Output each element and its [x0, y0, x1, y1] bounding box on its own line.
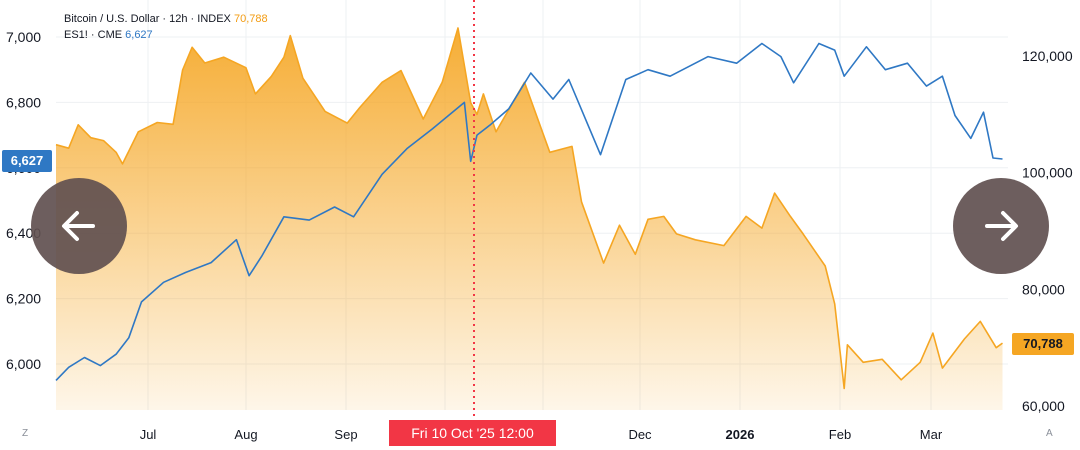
legend-btc-label: Bitcoin / U.S. Dollar · 12h · INDEX [64, 13, 231, 25]
x-tick-label: Jul [140, 427, 157, 442]
x-tick-label: Aug [234, 427, 257, 442]
es-price-line [55, 42, 1003, 381]
previous-button[interactable] [31, 178, 127, 274]
crosshair-date-label: Fri 10 Oct '25 12:00 [389, 420, 556, 446]
es-price-badge: 6,627 [2, 150, 52, 172]
left-tick-label: 7,000 [6, 29, 41, 45]
btc-price-badge: 70,788 [1012, 333, 1074, 355]
left-tick-label: 6,200 [6, 291, 41, 307]
x-tick-label: Feb [829, 427, 851, 442]
x-tick-label: Dec [628, 427, 652, 442]
auto-scale-button[interactable]: A [1046, 428, 1053, 439]
left-tick-label: 6,000 [6, 356, 41, 372]
legend-btc-value: 70,788 [233, 13, 268, 25]
x-tick-label: Mar [920, 427, 943, 442]
right-tick-label: 80,000 [1022, 281, 1065, 297]
series-layer [55, 27, 1003, 410]
right-tick-label: 60,000 [1022, 398, 1065, 414]
left-tick-label: 6,800 [6, 94, 41, 110]
right-tick-label: 120,000 [1022, 48, 1073, 64]
arrow-right-icon [985, 211, 1018, 241]
legend-row-es: ES1! · CME 6,627 [64, 27, 268, 43]
btc-price-line [55, 27, 1003, 390]
legend-es-value: 6,627 [125, 29, 153, 41]
x-tick-label: Sep [334, 427, 357, 442]
legend-row-btc: Bitcoin / U.S. Dollar · 12h · INDEX 70,7… [64, 11, 268, 27]
next-button[interactable] [953, 178, 1049, 274]
x-tick-label: 2026 [726, 427, 755, 442]
arrow-left-icon [62, 211, 95, 241]
legend-es-label: ES1! · CME [64, 29, 123, 41]
chart-legend: Bitcoin / U.S. Dollar · 12h · INDEX 70,7… [64, 11, 268, 43]
btc-area-fill [56, 28, 1003, 410]
right-tick-label: 100,000 [1022, 165, 1073, 181]
zoom-mode-button[interactable]: Z [22, 428, 29, 439]
